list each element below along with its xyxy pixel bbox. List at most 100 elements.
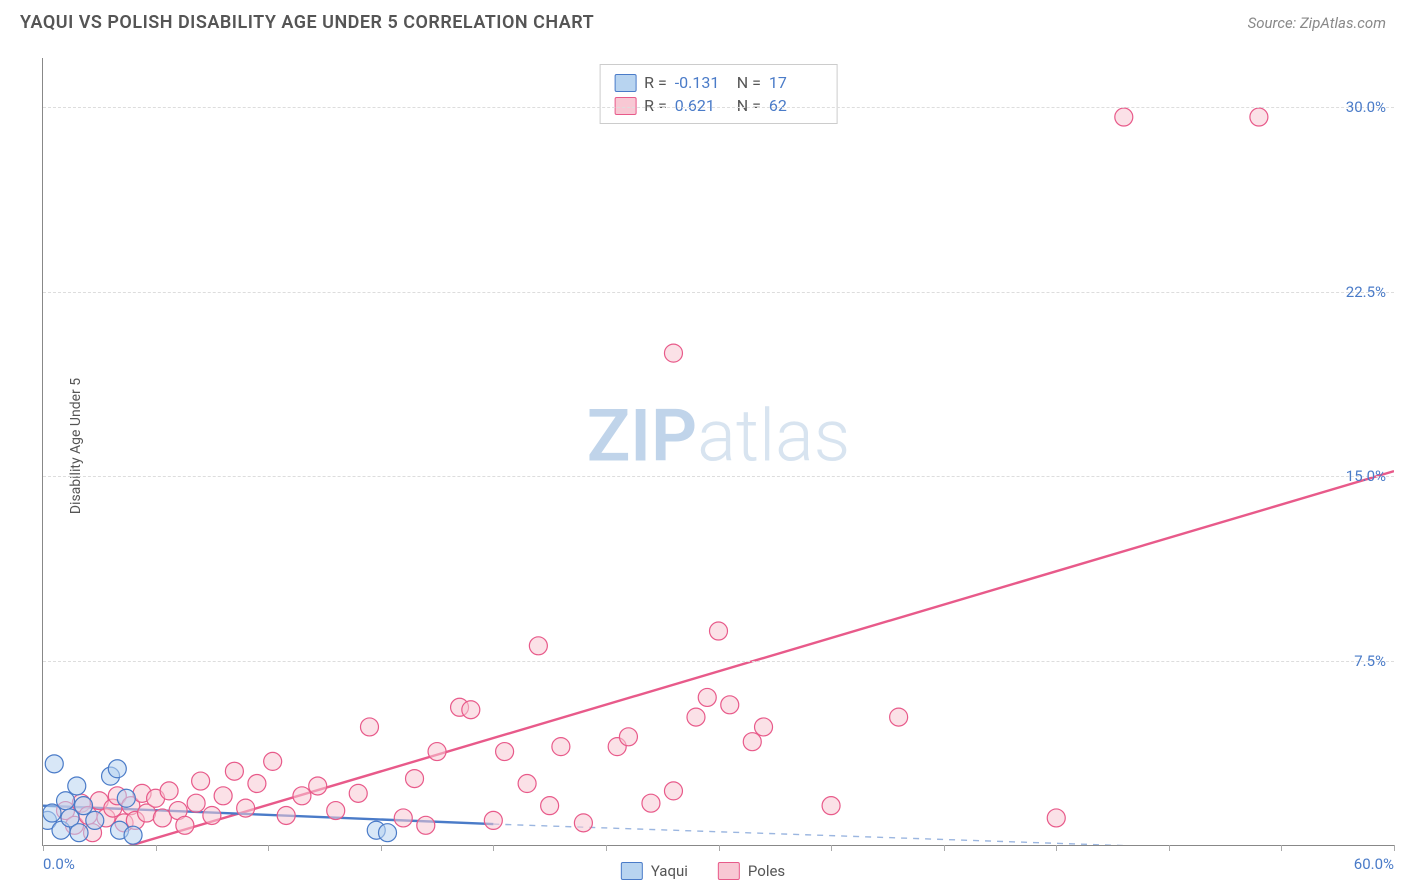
scatter-point-poles [79, 806, 97, 824]
scatter-point-poles [394, 809, 412, 827]
scatter-point-poles [126, 811, 144, 829]
legend-row-poles: R = 0.621 N = 62 [614, 94, 823, 117]
x-tick [381, 845, 382, 851]
legend-n-label: N = [737, 96, 761, 115]
scatter-point-poles [169, 802, 187, 820]
scatter-point-poles [721, 696, 739, 714]
scatter-point-poles [687, 708, 705, 726]
scatter-point-poles [293, 787, 311, 805]
x-tick [268, 845, 269, 851]
scatter-point-poles [104, 799, 122, 817]
scatter-point-poles [309, 777, 327, 795]
scatter-point-poles [192, 772, 210, 790]
grid-line [43, 661, 1394, 662]
trend-line-yaqui-dashed [493, 824, 1394, 845]
scatter-point-poles [755, 718, 773, 736]
scatter-point-yaqui [367, 821, 385, 839]
scatter-point-poles [57, 802, 75, 820]
x-tick [43, 845, 44, 851]
scatter-point-poles [1250, 108, 1268, 126]
watermark-atlas: atlas [697, 393, 850, 478]
scatter-point-poles [541, 797, 559, 815]
scatter-point-poles [608, 738, 626, 756]
scatter-point-poles [115, 814, 133, 832]
scatter-point-yaqui [52, 821, 70, 839]
x-tick-label-min: 0.0% [43, 855, 75, 873]
scatter-point-yaqui [68, 777, 86, 795]
scatter-point-poles [264, 752, 282, 770]
scatter-point-poles [698, 688, 716, 706]
legend-n-value-poles: 62 [769, 96, 823, 115]
scatter-point-yaqui [111, 821, 129, 839]
legend-row-yaqui: R = -0.131 N = 17 [614, 71, 823, 94]
scatter-point-yaqui [379, 824, 397, 842]
scatter-point-poles [1115, 108, 1133, 126]
scatter-point-poles [406, 770, 424, 788]
trend-line-yaqui [43, 806, 493, 824]
x-tick-label-max: 60.0% [1354, 855, 1394, 873]
legend-n-label: N = [737, 73, 761, 92]
scatter-point-poles [237, 799, 255, 817]
scatter-point-poles [160, 782, 178, 800]
scatter-point-poles [138, 804, 156, 822]
scatter-point-poles [1047, 809, 1065, 827]
scatter-point-poles [147, 789, 165, 807]
scatter-point-yaqui [45, 755, 63, 773]
grid-line [43, 107, 1394, 108]
chart-svg-layer [43, 58, 1394, 845]
scatter-point-poles [72, 794, 90, 812]
scatter-point-poles [417, 816, 435, 834]
scatter-point-poles [225, 762, 243, 780]
legend-r-value-poles: 0.621 [675, 96, 729, 115]
legend-n-value-yaqui: 17 [769, 73, 823, 92]
scatter-point-poles [84, 824, 102, 842]
grid-line [43, 292, 1394, 293]
scatter-point-poles [518, 775, 536, 793]
x-tick [944, 845, 945, 851]
chart-title: YAQUI VS POLISH DISABILITY AGE UNDER 5 C… [20, 12, 594, 33]
scatter-point-poles [574, 814, 592, 832]
scatter-point-poles [327, 802, 345, 820]
x-tick [1394, 845, 1395, 851]
scatter-point-poles [619, 728, 637, 746]
scatter-point-poles [664, 344, 682, 362]
scatter-point-poles [66, 816, 84, 834]
scatter-point-poles [462, 701, 480, 719]
scatter-point-poles [248, 775, 266, 793]
scatter-point-poles [153, 809, 171, 827]
x-tick [1281, 845, 1282, 851]
chart-plot-area: ZIPatlas R = -0.131 N = 17 R = 0.621 N =… [42, 58, 1394, 846]
scatter-point-poles [890, 708, 908, 726]
x-tick [1056, 845, 1057, 851]
legend-r-label: R = [644, 96, 667, 115]
scatter-point-poles [214, 787, 232, 805]
watermark-zip: ZIP [587, 393, 697, 478]
scatter-point-poles [642, 794, 660, 812]
chart-header: YAQUI VS POLISH DISABILITY AGE UNDER 5 C… [0, 0, 1406, 41]
scatter-point-poles [552, 738, 570, 756]
scatter-point-poles [176, 816, 194, 834]
trend-line-poles [99, 471, 1394, 845]
legend-swatch-yaqui [614, 74, 636, 92]
y-tick-label: 7.5% [1354, 652, 1386, 670]
scatter-point-poles [428, 743, 446, 761]
scatter-point-poles [360, 718, 378, 736]
legend-label-poles: Poles [748, 862, 785, 880]
legend-swatch-poles [614, 97, 636, 115]
legend-label-yaqui: Yaqui [651, 862, 688, 880]
scatter-point-yaqui [102, 767, 120, 785]
scatter-point-poles [349, 784, 367, 802]
scatter-point-poles [822, 797, 840, 815]
scatter-point-poles [496, 743, 514, 761]
scatter-point-poles [664, 782, 682, 800]
legend-item-yaqui: Yaqui [621, 862, 688, 880]
scatter-point-yaqui [108, 760, 126, 778]
scatter-point-poles [187, 794, 205, 812]
x-tick [493, 845, 494, 851]
x-tick [1169, 845, 1170, 851]
y-tick-label: 22.5% [1346, 283, 1386, 301]
scatter-point-poles [451, 698, 469, 716]
scatter-point-yaqui [117, 789, 135, 807]
grid-line [43, 476, 1394, 477]
scatter-point-poles [122, 797, 140, 815]
